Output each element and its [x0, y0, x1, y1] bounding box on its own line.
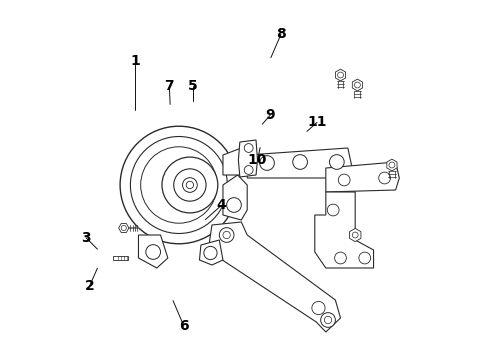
Text: 9: 9 [266, 108, 275, 122]
Polygon shape [352, 79, 363, 91]
Polygon shape [349, 228, 361, 242]
Circle shape [324, 316, 332, 324]
Text: 2: 2 [85, 279, 95, 293]
Circle shape [245, 144, 253, 152]
Polygon shape [223, 175, 247, 220]
Circle shape [204, 246, 217, 260]
Text: 1: 1 [130, 54, 140, 68]
Circle shape [174, 169, 206, 201]
Circle shape [141, 147, 217, 223]
Circle shape [338, 174, 350, 186]
Circle shape [338, 72, 343, 78]
Polygon shape [139, 235, 168, 268]
Text: 7: 7 [165, 80, 174, 93]
Polygon shape [199, 240, 223, 265]
Text: 11: 11 [307, 116, 327, 129]
Circle shape [162, 157, 218, 213]
Polygon shape [247, 148, 351, 178]
Circle shape [245, 166, 253, 174]
Polygon shape [326, 162, 399, 192]
Circle shape [389, 162, 395, 168]
Circle shape [359, 252, 370, 264]
Text: 4: 4 [217, 198, 226, 212]
Circle shape [146, 245, 161, 259]
Circle shape [335, 252, 346, 264]
Circle shape [327, 204, 339, 216]
Polygon shape [315, 192, 373, 268]
Circle shape [223, 231, 230, 239]
Polygon shape [223, 148, 247, 175]
Polygon shape [114, 256, 128, 260]
Circle shape [293, 155, 307, 169]
Circle shape [312, 301, 325, 315]
Text: 5: 5 [188, 80, 197, 93]
Circle shape [320, 312, 335, 327]
Text: 3: 3 [81, 231, 91, 244]
Circle shape [130, 136, 227, 234]
Polygon shape [119, 224, 129, 233]
Circle shape [329, 155, 344, 169]
Circle shape [227, 198, 242, 212]
Circle shape [186, 181, 194, 189]
Polygon shape [209, 222, 341, 332]
Circle shape [379, 172, 391, 184]
Text: 10: 10 [248, 153, 267, 167]
Circle shape [121, 225, 126, 230]
Circle shape [183, 177, 197, 192]
Text: 6: 6 [179, 319, 189, 333]
Circle shape [120, 126, 238, 244]
Circle shape [354, 82, 360, 88]
Circle shape [352, 232, 358, 238]
Text: 8: 8 [276, 27, 286, 41]
Polygon shape [239, 140, 257, 177]
Polygon shape [336, 69, 345, 81]
Polygon shape [387, 159, 397, 171]
Circle shape [260, 156, 274, 170]
Circle shape [220, 228, 234, 242]
